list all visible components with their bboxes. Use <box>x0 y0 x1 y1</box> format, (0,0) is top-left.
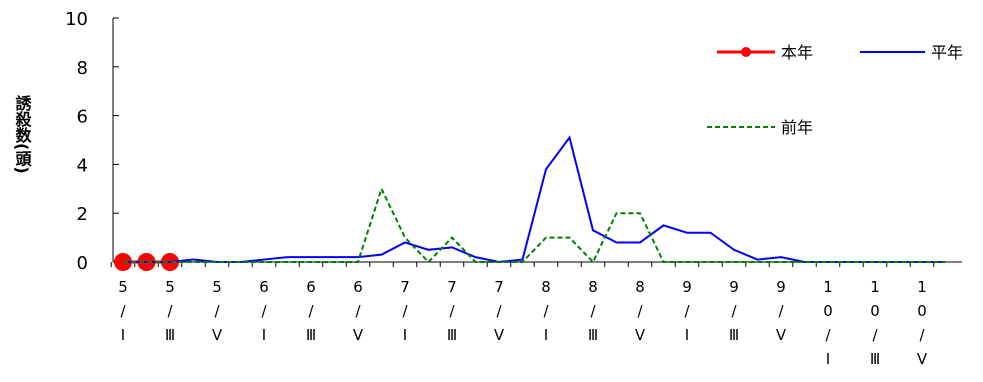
x-tick-label: 7/Ⅲ <box>443 278 461 350</box>
y-tick-label: 2 <box>77 204 88 225</box>
y-axis-label: 誘殺数(頭) <box>13 94 33 174</box>
y-tick-label: 4 <box>77 155 88 176</box>
x-tick-label: 5/Ⅲ <box>161 278 179 350</box>
x-tick-label: 7/Ⅰ <box>396 278 414 350</box>
legend-label: 平年 <box>931 43 963 62</box>
y-tick-label: 6 <box>77 107 88 128</box>
x-tick-label: 10/Ⅲ <box>866 278 884 374</box>
x-tick-label: 8/Ⅲ <box>584 278 602 350</box>
x-tick-label: 6/Ⅲ <box>302 278 320 350</box>
x-tick-label: 9/Ⅴ <box>772 278 790 350</box>
legend-label: 本年 <box>781 43 813 62</box>
legend-marker <box>741 47 751 57</box>
y-tick-label: 8 <box>77 58 88 79</box>
y-tick-label: 10 <box>65 9 88 30</box>
x-tick-label: 8/Ⅴ <box>631 278 649 350</box>
x-tick-label: 5/Ⅴ <box>208 278 226 350</box>
x-tick-label: 10/Ⅴ <box>913 278 931 374</box>
legend-label: 前年 <box>781 118 813 137</box>
x-tick-label: 9/Ⅲ <box>725 278 743 350</box>
x-tick-label: 6/Ⅴ <box>349 278 367 350</box>
x-tick-label: 5/Ⅰ <box>114 278 132 350</box>
x-tick-label: 10/Ⅰ <box>819 278 837 374</box>
x-tick-label: 6/Ⅰ <box>255 278 273 350</box>
x-tick-label: 7/Ⅴ <box>490 278 508 350</box>
x-tick-label: 8/Ⅰ <box>537 278 555 350</box>
series-line <box>123 135 946 264</box>
y-tick-label: 0 <box>77 253 88 274</box>
x-tick-label: 9/Ⅰ <box>678 278 696 350</box>
series-line <box>123 186 946 264</box>
